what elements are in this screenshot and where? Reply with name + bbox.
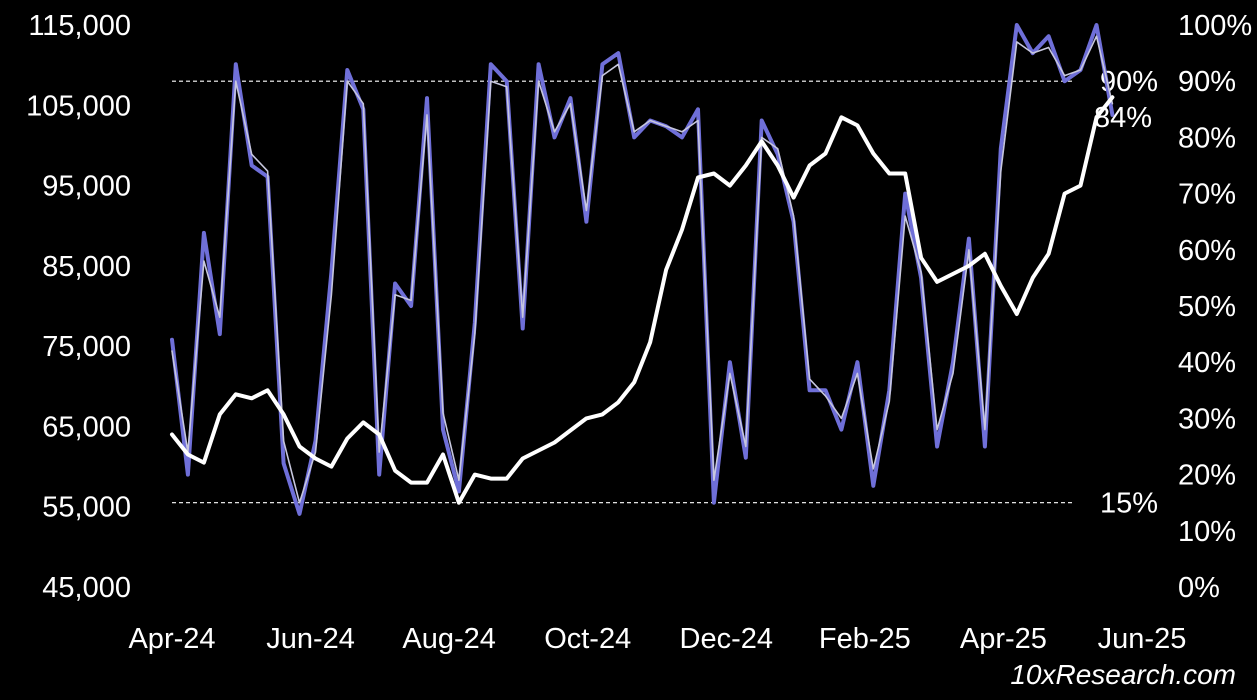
- x-tick-label: Apr-24: [128, 623, 215, 655]
- x-tick-label: Aug-24: [402, 623, 496, 655]
- right-axis: 100% 90% 80% 70% 60% 50% 40% 30% 20% 10% 0%: [1178, 10, 1252, 604]
- right-tick-label: 10%: [1178, 516, 1236, 548]
- left-tick-label: 75,000: [42, 331, 131, 363]
- right-tick-label: 70%: [1178, 179, 1236, 211]
- right-tick-label: 60%: [1178, 235, 1236, 267]
- left-tick-label: 55,000: [42, 492, 131, 524]
- right-tick-label: 40%: [1178, 347, 1236, 379]
- x-tick-label: Apr-25: [960, 623, 1047, 655]
- x-axis: Apr-24 Jun-24 Aug-24 Oct-24 Dec-24 Feb-25 Apr-…: [128, 623, 1186, 655]
- percent-smooth-line: [171, 35, 1114, 504]
- right-tick-label: 50%: [1178, 291, 1236, 323]
- right-tick-label: 80%: [1178, 122, 1236, 154]
- x-tick-label: Jun-25: [1098, 623, 1187, 655]
- x-tick-label: Dec-24: [680, 623, 774, 655]
- x-tick-label: Oct-24: [544, 623, 631, 655]
- left-tick-label: 45,000: [42, 572, 131, 604]
- right-tick-label: 100%: [1178, 10, 1252, 42]
- reference-lines: 90%15%: [172, 66, 1158, 520]
- right-tick-label: 20%: [1178, 460, 1236, 492]
- left-tick-label: 115,000: [28, 10, 131, 42]
- series-layer: [170, 23, 1115, 516]
- left-tick-label: 65,000: [42, 411, 131, 443]
- reference-line-label: 15%: [1100, 488, 1158, 520]
- percent-line: [170, 23, 1115, 516]
- annotations: 84%: [1094, 102, 1152, 134]
- left-tick-label: 85,000: [42, 251, 131, 283]
- left-axis: 115,000 105,000 95,000 85,000 75,000 65,000 55…: [26, 10, 131, 604]
- left-tick-label: 95,000: [42, 171, 131, 203]
- price-line: [170, 95, 1115, 505]
- x-tick-label: Feb-25: [819, 623, 911, 655]
- left-tick-label: 105,000: [26, 90, 131, 122]
- last-value-annotation: 84%: [1094, 102, 1152, 134]
- right-tick-label: 30%: [1178, 403, 1236, 435]
- right-tick-label: 90%: [1178, 66, 1236, 98]
- x-tick-label: Jun-24: [266, 623, 355, 655]
- right-tick-label: 0%: [1178, 572, 1220, 604]
- source-credit: 10xResearch.com: [1010, 659, 1236, 690]
